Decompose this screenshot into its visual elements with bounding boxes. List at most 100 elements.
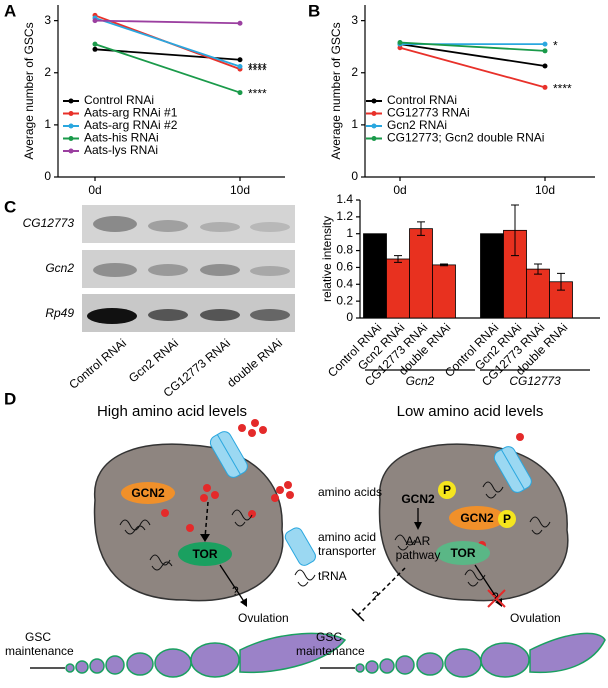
gel-lane-label: Control RNAi [66, 336, 129, 392]
error-bar [557, 272, 565, 291]
aar-label: AAR [406, 534, 431, 548]
group-label: Gcn2 [406, 374, 435, 388]
legend-label: Control RNAi [387, 93, 457, 107]
gsc-label: maintenance [296, 644, 365, 658]
y-axis-title: Average number of GSCs [329, 22, 343, 159]
phospho-label: P [503, 512, 511, 526]
gcn2-label: GCN2 [401, 492, 435, 506]
gcn2-label: GCN2 [131, 486, 165, 500]
legend-marker [68, 136, 74, 141]
y-tick-label: 0.8 [336, 243, 353, 257]
significance: * [553, 38, 558, 52]
data-point [397, 40, 403, 46]
legend-marker [68, 148, 74, 154]
y-tick-label: 1 [44, 117, 51, 131]
question-mark: ? [372, 589, 379, 603]
y-tick-label: 1 [351, 117, 358, 131]
x-tick-label: 0d [393, 183, 406, 197]
y-tick-label: 0 [346, 310, 353, 324]
y-tick-label: 0 [351, 169, 358, 183]
ovulation-label: Ovulation [238, 611, 289, 625]
panel-label: C [4, 197, 16, 216]
panel-label: D [4, 389, 16, 408]
bar [480, 233, 504, 319]
question-mark: ? [492, 590, 499, 604]
gel-row-label: Gcn2 [45, 261, 74, 275]
x-tick-label: 0d [88, 183, 101, 197]
bar [432, 264, 456, 319]
tor-label: TOR [192, 547, 217, 561]
diagram-title: High amino acid levels [97, 403, 247, 420]
ovulation-label: Ovulation [510, 611, 561, 625]
legend-marker [371, 98, 377, 104]
diagram-shapes [30, 419, 606, 678]
panel-label: A [4, 1, 16, 20]
x-tick-label: 10d [535, 183, 555, 197]
legend-label: Aats-lys RNAi [84, 143, 158, 157]
significance: **** [553, 82, 572, 96]
gsc-label: maintenance [5, 644, 74, 658]
data-point [237, 90, 243, 96]
significance: **** [248, 63, 267, 77]
legend-marker [68, 98, 74, 104]
y-tick-label: 0.4 [336, 276, 353, 290]
series-line [399, 43, 546, 67]
data-point [237, 57, 243, 63]
series-line [399, 41, 546, 52]
y-tick-label: 3 [44, 13, 51, 27]
data-point [542, 48, 548, 54]
y-tick-label: 2 [351, 65, 358, 79]
error-bar [417, 221, 425, 236]
legend-marker [371, 136, 377, 141]
legend-marker [371, 123, 377, 129]
y-tick-label: 1 [346, 226, 353, 240]
x-tick-label: 10d [230, 183, 250, 197]
y-tick-label: 0.2 [336, 293, 353, 307]
data-point [542, 63, 548, 69]
significance: **** [248, 61, 267, 75]
data-point [542, 84, 548, 90]
legend-label: Gcn2 RNAi [387, 118, 447, 132]
legend-label: Aats-arg RNAi #1 [84, 106, 178, 120]
legend-label: CG12773 RNAi [387, 106, 470, 120]
error-bar [534, 263, 542, 275]
question-mark: ? [232, 584, 239, 598]
legend-marker [371, 111, 377, 116]
y-tick-label: 1.4 [336, 192, 353, 206]
legend-marker [68, 111, 74, 116]
bar [526, 268, 550, 319]
significance: **** [248, 87, 267, 101]
gsc-label: GSC [25, 630, 51, 644]
legend-label: amino acid [318, 530, 376, 544]
error-bar [394, 255, 402, 263]
gel-image [82, 205, 295, 332]
data-point [92, 18, 98, 24]
y-tick-label: 0 [44, 169, 51, 183]
y-axis-title: Average number of GSCs [22, 22, 36, 159]
series-line [94, 19, 241, 25]
series-line [399, 46, 546, 89]
data-point [92, 41, 98, 47]
data-point [542, 41, 548, 47]
data-point [92, 46, 98, 52]
bar [409, 228, 433, 319]
error-bar [440, 263, 448, 267]
legend-label: tRNA [318, 569, 347, 583]
panel-label: B [308, 1, 320, 20]
legend-label: CG12773; Gcn2 double RNAi [387, 131, 544, 145]
tor-label: TOR [450, 546, 475, 560]
legend-label: transporter [318, 544, 376, 558]
diagram-title: Low amino acid levels [397, 403, 544, 420]
legend-label: Control RNAi [84, 93, 154, 107]
aar-label: pathway [396, 548, 441, 562]
y-tick-label: 2 [44, 65, 51, 79]
phospho-label: P [443, 483, 451, 497]
error-bar [511, 204, 519, 257]
legend-marker [68, 123, 74, 129]
data-point [237, 20, 243, 26]
legend-label: Aats-his RNAi [84, 131, 159, 145]
y-tick-label: 0.6 [336, 260, 353, 274]
group-label: CG12773 [509, 374, 561, 388]
gsc-label: GSC [316, 630, 342, 644]
